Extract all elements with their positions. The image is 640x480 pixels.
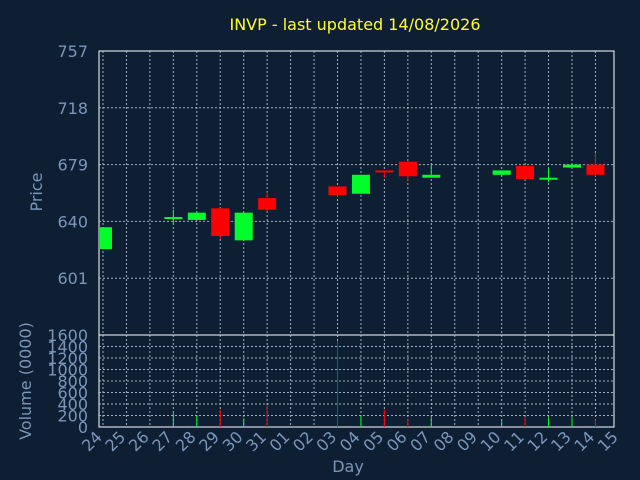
candle-body xyxy=(422,174,441,178)
candle xyxy=(328,186,347,197)
candle-body xyxy=(211,208,230,236)
candle-body xyxy=(398,161,417,177)
candle xyxy=(100,227,112,250)
candle xyxy=(164,209,183,225)
candle-body xyxy=(375,170,394,173)
candle xyxy=(516,164,535,180)
candle xyxy=(351,174,370,194)
candle xyxy=(258,192,277,212)
candles xyxy=(100,152,605,250)
volume-tick-label: 1000 xyxy=(47,361,88,380)
price-axis-ticks: 757 718 679 640 601 xyxy=(57,42,88,288)
candle-body xyxy=(164,217,183,220)
candle-body xyxy=(234,212,253,241)
x-tick-label: 15 xyxy=(594,427,622,455)
candle xyxy=(422,164,441,178)
price-tick-label: 718 xyxy=(57,99,88,118)
volume-tick-label: 1200 xyxy=(47,349,88,368)
chart-title: INVP - last updated 14/08/2026 xyxy=(229,15,480,34)
candle-body xyxy=(187,212,206,220)
candle xyxy=(539,167,558,183)
price-tick-label: 679 xyxy=(57,156,88,175)
x-axis-ticks: 2425262728293031010203040506070809101112… xyxy=(78,427,622,455)
candle xyxy=(586,152,605,177)
price-tick-label: 757 xyxy=(57,42,88,61)
candle-body xyxy=(563,164,581,168)
candle xyxy=(187,212,206,220)
candle-body xyxy=(258,198,277,210)
volume-axis-label: Volume (0000) xyxy=(16,322,35,440)
candle-body xyxy=(351,174,370,194)
volume-tick-label: 1600 xyxy=(47,326,88,345)
candle-body xyxy=(586,164,605,175)
candle-body xyxy=(516,166,535,180)
volume-tick-label: 800 xyxy=(57,372,88,391)
volume-tick-label: 1400 xyxy=(47,338,88,357)
candle-body xyxy=(492,170,511,175)
volume-tick-label: 200 xyxy=(57,407,88,426)
candle-body xyxy=(328,186,347,196)
grid-layer xyxy=(99,51,614,427)
candle xyxy=(492,170,511,177)
candle xyxy=(211,208,230,239)
candle xyxy=(563,163,581,168)
volume-tick-label: 600 xyxy=(57,384,88,403)
price-tick-label: 640 xyxy=(57,212,88,231)
candle xyxy=(398,161,417,181)
candle xyxy=(234,212,253,241)
volume-tick-label: 0 xyxy=(78,418,88,437)
volume-bars xyxy=(172,340,596,427)
price-tick-label: 601 xyxy=(57,269,88,288)
volume-tick-label: 400 xyxy=(57,395,88,414)
candle-body xyxy=(100,227,112,250)
x-axis-label: Day xyxy=(332,457,364,476)
candle-body xyxy=(539,177,558,180)
price-axis-label: Price xyxy=(27,172,46,211)
candle xyxy=(375,170,394,178)
